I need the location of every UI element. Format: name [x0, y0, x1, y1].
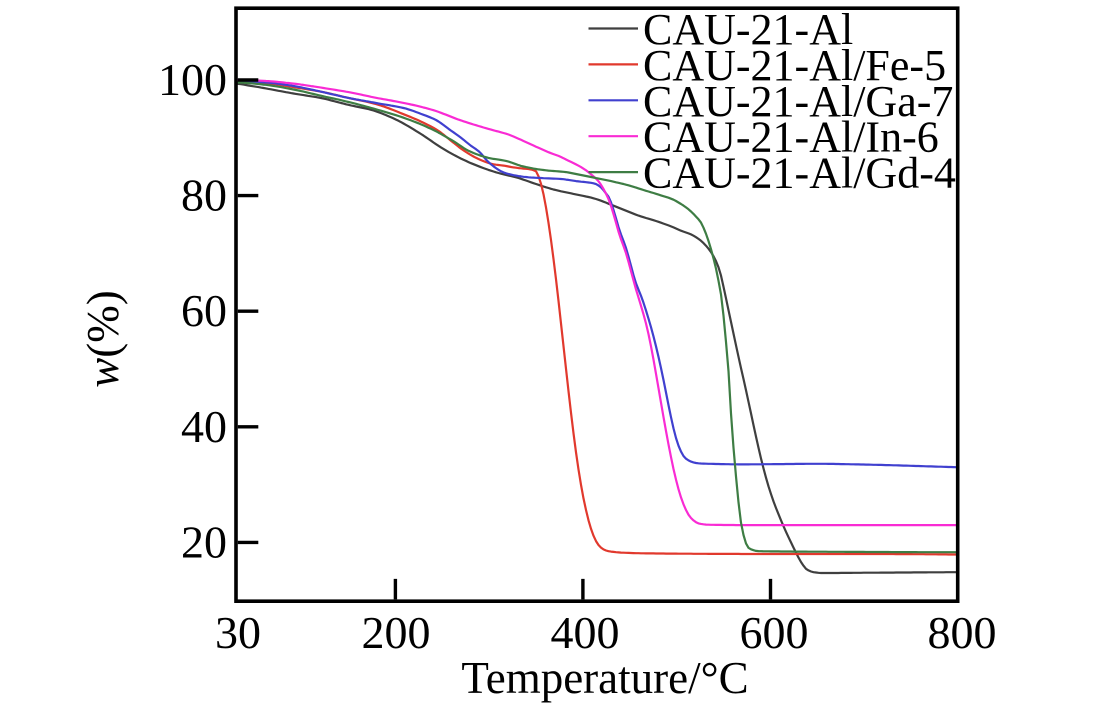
svg-text:800: 800	[928, 607, 997, 658]
svg-text:CAU-21-Al/Gd-4: CAU-21-Al/Gd-4	[643, 149, 956, 198]
svg-text:40: 40	[181, 401, 227, 452]
svg-text:CAU-21-Al/Ga-7: CAU-21-Al/Ga-7	[643, 77, 953, 126]
svg-text:CAU-21-Al/In-6: CAU-21-Al/In-6	[643, 113, 939, 162]
svg-text:Temperature/°C: Temperature/°C	[461, 653, 748, 703]
svg-text:CAU-21-Al: CAU-21-Al	[643, 5, 853, 54]
svg-text:CAU-21-Al/Fe-5: CAU-21-Al/Fe-5	[643, 41, 946, 90]
svg-text:200: 200	[362, 607, 431, 658]
svg-text:400: 400	[551, 607, 620, 658]
svg-text:100: 100	[158, 54, 227, 105]
svg-text:30: 30	[215, 607, 261, 658]
svg-text:w(%): w(%)	[78, 290, 128, 387]
svg-text:600: 600	[740, 607, 809, 658]
svg-text:60: 60	[181, 285, 227, 336]
svg-text:80: 80	[181, 170, 227, 221]
svg-text:20: 20	[181, 516, 227, 567]
